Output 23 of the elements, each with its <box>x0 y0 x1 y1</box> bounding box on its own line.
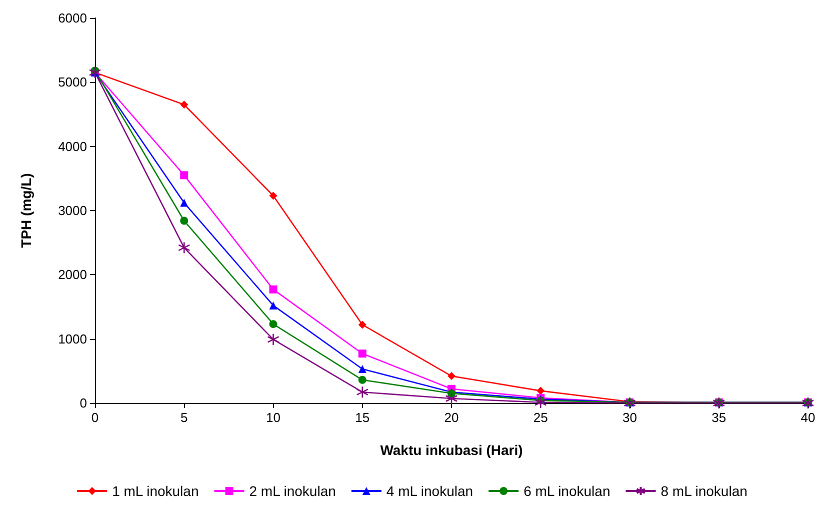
legend-label: 2 mL inokulan <box>249 483 336 499</box>
y-tick-label: 3000 <box>58 203 87 218</box>
x-tick-label: 0 <box>91 410 99 425</box>
y-tick-label: 2000 <box>58 267 87 282</box>
x-tick-label: 5 <box>180 410 188 425</box>
y-tick-label: 1000 <box>58 331 87 346</box>
y-tick-label: 4000 <box>58 138 87 154</box>
x-tick-label: 15 <box>355 410 370 425</box>
y-tick-label: 6000 <box>58 10 87 26</box>
legend-label: 4 mL inokulan <box>386 483 474 499</box>
legend-label: 8 mL inokulan <box>660 483 748 499</box>
x-tick-label: 30 <box>622 410 637 425</box>
x-tick-label: 35 <box>712 410 726 425</box>
x-tick-label: 40 <box>800 410 816 425</box>
y-tick-label: 5000 <box>58 74 87 90</box>
x-axis-title: Waktu inkubasi (Hari) <box>380 442 523 458</box>
y-tick-label: 0 <box>80 396 87 410</box>
x-tick-label: 20 <box>444 410 459 425</box>
x-tick-label: 10 <box>266 410 280 425</box>
legend-label: 6 mL inokulan <box>524 483 610 499</box>
x-tick-label: 25 <box>533 410 548 425</box>
y-axis-title: TPH (mg/L) <box>18 173 34 248</box>
legend-label: 1 mL inokulan <box>112 483 199 499</box>
